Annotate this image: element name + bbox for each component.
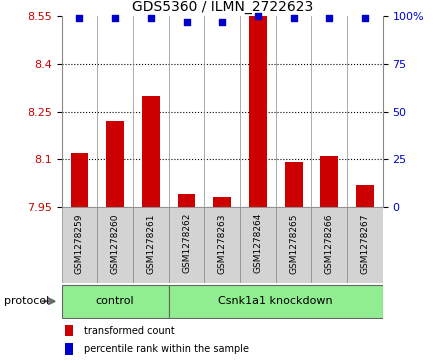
Bar bbox=[285, 163, 303, 207]
Point bbox=[76, 15, 83, 21]
Text: percentile rank within the sample: percentile rank within the sample bbox=[84, 344, 249, 354]
Point bbox=[254, 13, 261, 19]
Bar bbox=[204, 207, 240, 283]
Bar bbox=[65, 343, 73, 355]
Text: control: control bbox=[96, 296, 135, 306]
Bar bbox=[178, 194, 195, 207]
Bar bbox=[249, 16, 267, 207]
Text: GSM1278264: GSM1278264 bbox=[253, 213, 262, 273]
Text: GSM1278267: GSM1278267 bbox=[360, 213, 370, 273]
Text: GSM1278262: GSM1278262 bbox=[182, 213, 191, 273]
Bar bbox=[320, 156, 338, 207]
Point bbox=[219, 19, 226, 25]
Bar bbox=[106, 121, 124, 207]
Bar bbox=[62, 285, 169, 318]
Bar bbox=[240, 207, 276, 283]
Bar bbox=[213, 197, 231, 207]
Point bbox=[112, 15, 119, 21]
Text: GSM1278260: GSM1278260 bbox=[110, 213, 120, 273]
Bar bbox=[169, 207, 204, 283]
Text: GSM1278265: GSM1278265 bbox=[289, 213, 298, 273]
Bar bbox=[65, 325, 73, 336]
Bar bbox=[70, 153, 88, 207]
Text: GSM1278259: GSM1278259 bbox=[75, 213, 84, 273]
Point bbox=[290, 15, 297, 21]
Text: GSM1278266: GSM1278266 bbox=[325, 213, 334, 273]
Text: Csnk1a1 knockdown: Csnk1a1 knockdown bbox=[218, 296, 333, 306]
Text: protocol: protocol bbox=[4, 296, 50, 306]
Text: GSM1278263: GSM1278263 bbox=[218, 213, 227, 273]
Bar bbox=[347, 207, 383, 283]
Text: GSM1278261: GSM1278261 bbox=[147, 213, 155, 273]
Bar bbox=[97, 207, 133, 283]
Bar bbox=[169, 285, 383, 318]
Text: transformed count: transformed count bbox=[84, 326, 175, 336]
Point bbox=[147, 15, 154, 21]
Bar bbox=[133, 207, 169, 283]
Bar bbox=[356, 185, 374, 207]
Bar bbox=[62, 207, 97, 283]
Point bbox=[183, 19, 190, 25]
Bar bbox=[312, 207, 347, 283]
Point bbox=[361, 15, 368, 21]
Bar bbox=[276, 207, 312, 283]
Point bbox=[326, 15, 333, 21]
Title: GDS5360 / ILMN_2722623: GDS5360 / ILMN_2722623 bbox=[132, 0, 313, 14]
Bar bbox=[142, 96, 160, 207]
